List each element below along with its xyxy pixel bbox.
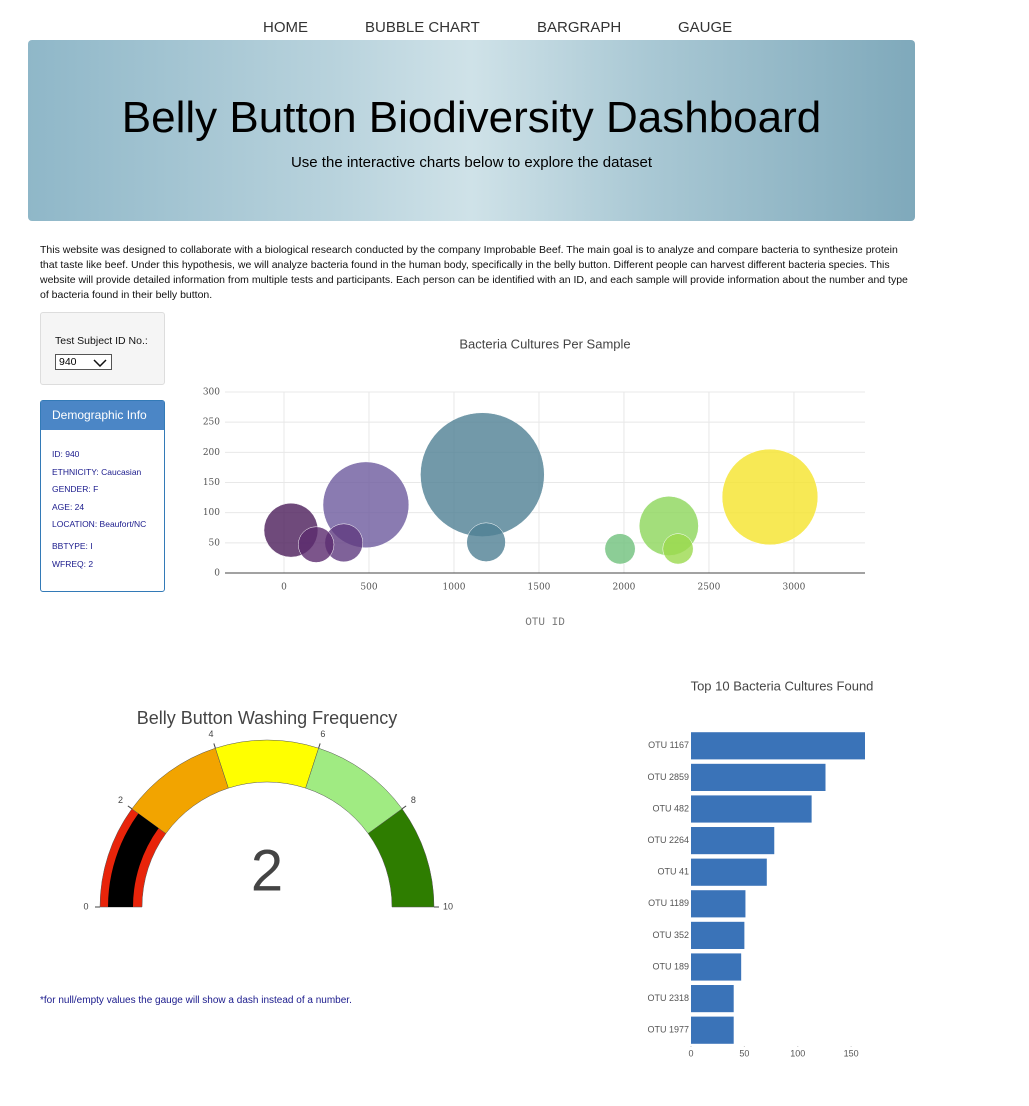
gauge-tick-label: 2 [118,795,123,805]
gauge-note: *for null/empty values the gauge will sh… [40,995,352,1006]
x-tick-label: 0 [281,583,287,593]
bar [691,827,775,855]
nav-link[interactable]: HOME [263,19,308,36]
y-tick-label: 0 [214,569,220,579]
gauge-step [215,739,319,789]
y-tick-label: OTU 482 [652,803,689,813]
y-tick-label: 150 [203,478,220,488]
y-tick-label: OTU 1977 [647,1025,689,1035]
x-tick-label: 1000 [443,583,466,593]
gauge-tick-label: 8 [411,795,416,805]
x-tick-label: 2500 [697,583,720,593]
x-tick-label: 1500 [528,583,551,593]
bubble [466,522,506,562]
selector-label: Test Subject ID No.: [55,335,148,347]
bar [691,763,826,791]
nav-link[interactable]: BUBBLE CHART [365,19,480,36]
y-tick-label: OTU 41 [657,867,689,877]
header-banner: Belly Button Biodiversity Dashboard Use … [28,40,915,221]
y-tick-label: OTU 2264 [647,835,689,845]
x-tick-label: 50 [739,1048,749,1058]
y-tick-label: OTU 2318 [647,993,689,1003]
bubble [721,448,819,546]
chart-title: Top 10 Bacteria Cultures Found [691,678,874,693]
y-tick-label: 250 [203,418,220,428]
demo-row: ID: 940 [52,449,80,459]
x-tick-label: 100 [790,1048,805,1058]
bar [691,953,742,981]
x-tick-label: 0 [688,1048,693,1058]
bar [691,1016,734,1044]
bar [691,795,812,823]
demo-row: BBTYPE: I [52,541,93,551]
y-tick-label: 200 [203,448,220,458]
bubble [662,533,694,565]
intro-text: This website was designed to collaborate… [40,244,908,301]
y-tick-label: OTU 2859 [647,772,689,782]
x-tick-label: 150 [844,1048,859,1058]
page-subtitle: Use the interactive charts below to expl… [290,154,653,171]
demo-row: AGE: 24 [52,501,85,512]
y-tick-label: OTU 352 [652,930,689,940]
demo-row: LOCATION: Beaufort/NC [52,519,147,529]
gauge-value: 2 [251,838,283,903]
y-tick-label: 50 [209,538,221,548]
gauge-tick [127,805,133,810]
x-tick-label: 3000 [782,583,805,593]
y-tick-label: OTU 189 [652,961,689,971]
gauge-bar [108,813,159,907]
y-tick-label: 100 [203,508,220,518]
id-dropdown[interactable]: 940 [55,354,112,370]
demo-row: ETHNICITY: Caucasian [52,466,142,477]
bubble [298,526,335,563]
selector-panel: Test Subject ID No.: 940 [40,312,165,385]
bar [691,890,746,918]
panel-title: Demographic Info [41,401,164,430]
bar [691,858,767,886]
bar [691,921,745,949]
gauge-tick-label: 4 [209,729,214,739]
chart-title: Bacteria Cultures Per Sample [459,336,630,351]
gauge-title: Belly Button Washing Frequency [137,708,397,728]
gauge-tick [318,743,321,749]
gauge-tick-label: 10 [443,901,453,911]
page-title: Belly Button Biodiversity Dashboard [121,93,822,142]
nav-link[interactable]: BARGRAPH [537,19,622,36]
bar [691,732,865,760]
demographic-panel: Demographic Info ID: 940 ETHNICITY: Cauca… [40,400,165,592]
nav-link[interactable]: GAUGE [678,19,733,36]
y-tick-label: OTU 1167 [648,740,689,750]
x-axis-label: OTU ID [525,617,565,629]
bubble [604,533,636,565]
dropdown-value: 940 [59,356,77,368]
bubble [420,412,545,537]
demo-row: GENDER: F [52,484,99,494]
gauge-tick-label: 6 [320,729,325,739]
dropdown-arrow [93,359,107,367]
y-tick-label: OTU 1189 [648,898,689,908]
gauge-tick-label: 0 [83,901,88,911]
gauge-tick [213,743,216,749]
x-tick-label: 2000 [613,583,636,593]
gauge-tick [401,805,407,810]
demo-row: WFREQ: 2 [52,558,94,569]
y-tick-label: 300 [203,388,220,398]
bar [691,985,734,1013]
gauge-step [367,808,435,908]
x-tick-label: 500 [360,583,377,593]
